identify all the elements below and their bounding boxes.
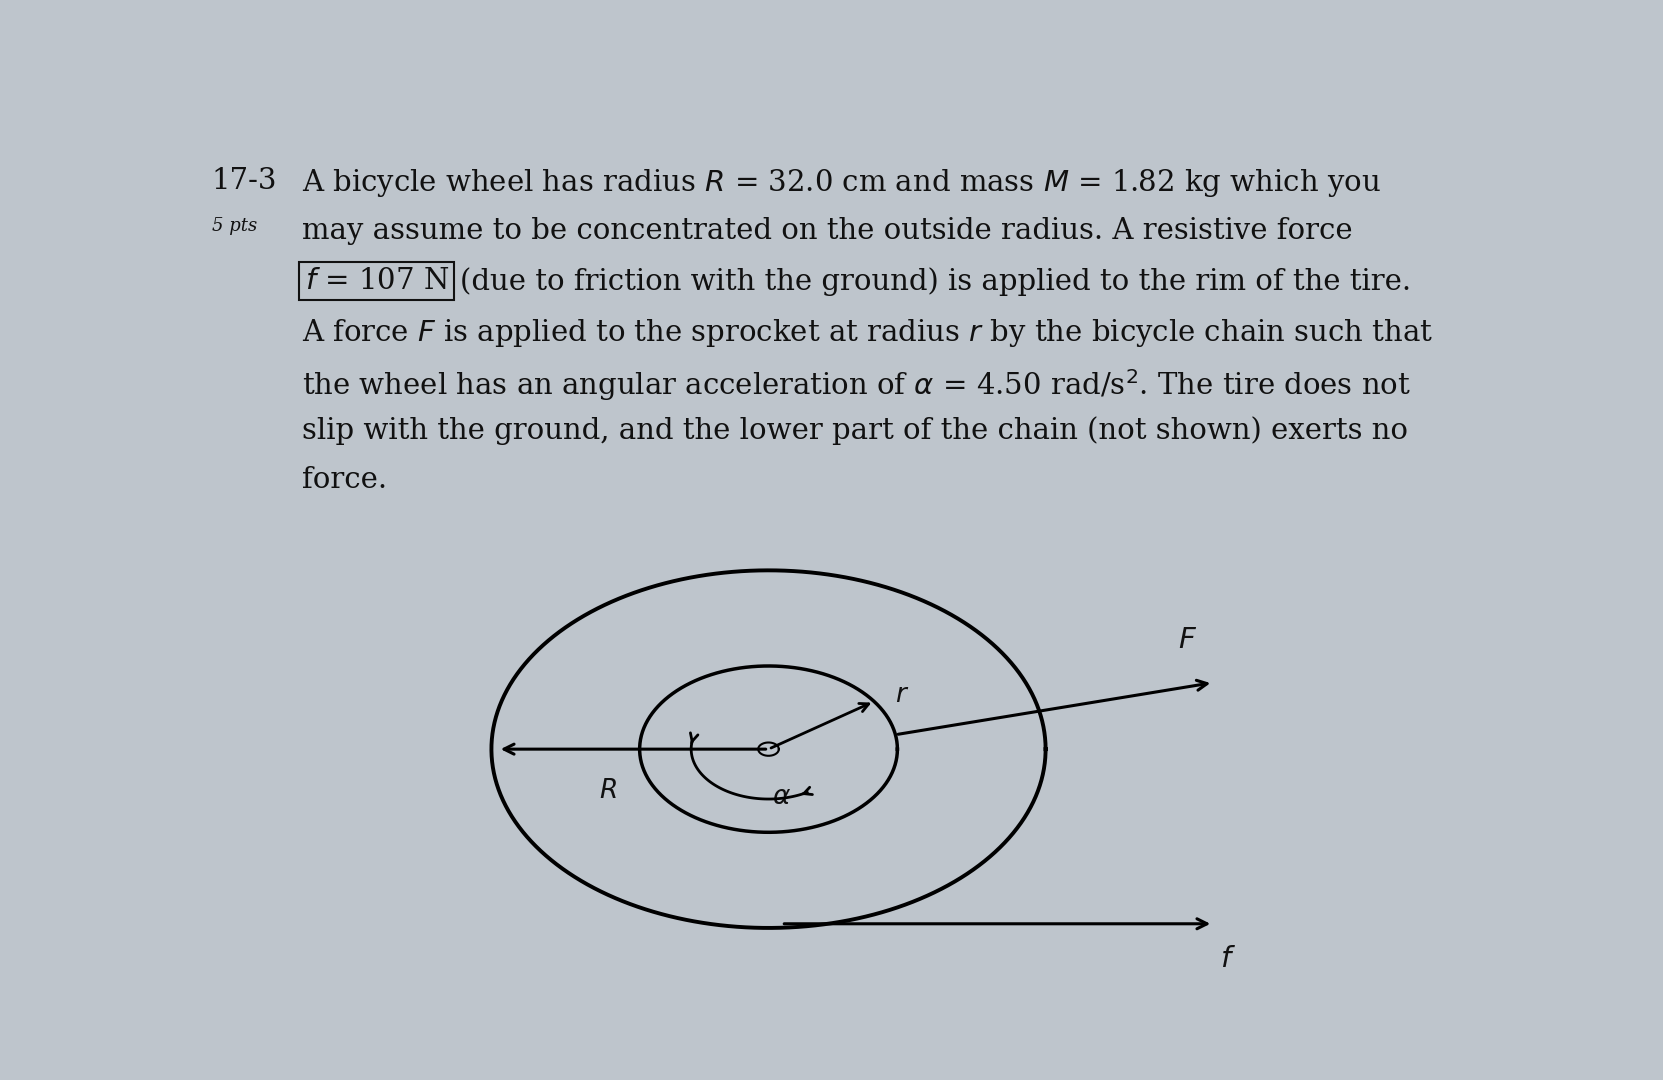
Text: may assume to be concentrated on the outside radius. A resistive force: may assume to be concentrated on the out… <box>303 217 1352 245</box>
Text: A bicycle wheel has radius $R$ = 32.0 cm and mass $M$ = 1.82 kg which you: A bicycle wheel has radius $R$ = 32.0 cm… <box>303 167 1380 199</box>
Text: $\alpha$: $\alpha$ <box>772 784 792 809</box>
Text: the wheel has an angular acceleration of $\alpha$ = 4.50 rad/s$^2$. The tire doe: the wheel has an angular acceleration of… <box>303 366 1410 403</box>
Text: $r$: $r$ <box>895 683 910 707</box>
Text: $F$: $F$ <box>1177 625 1197 653</box>
Text: $f$: $f$ <box>1219 945 1236 973</box>
Text: (due to friction with the ground) is applied to the rim of the tire.: (due to friction with the ground) is app… <box>461 267 1412 296</box>
Text: force.: force. <box>303 467 387 495</box>
Text: $R$: $R$ <box>599 779 617 804</box>
Text: slip with the ground, and the lower part of the chain (not shown) exerts no: slip with the ground, and the lower part… <box>303 417 1409 445</box>
Text: 17-3: 17-3 <box>211 167 278 195</box>
Text: $f$ = 107 N: $f$ = 107 N <box>304 267 449 295</box>
Text: A force $F$ is applied to the sprocket at radius $r$ by the bicycle chain such t: A force $F$ is applied to the sprocket a… <box>303 316 1434 349</box>
Text: 5 pts: 5 pts <box>211 217 258 235</box>
